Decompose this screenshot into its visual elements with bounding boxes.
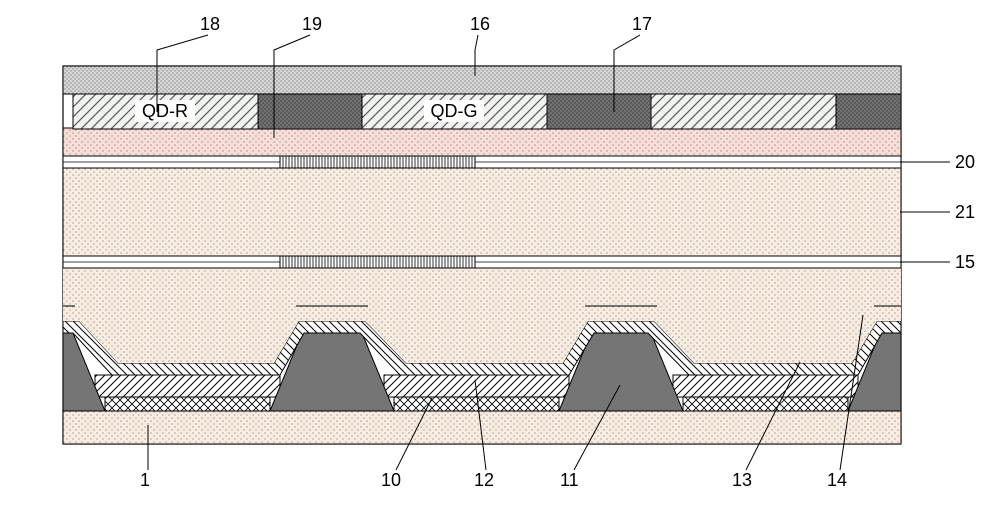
qd-box-3 xyxy=(651,94,836,129)
layer-20 xyxy=(63,156,901,168)
label-11: 11 xyxy=(560,470,579,491)
bm-block-2 xyxy=(547,94,651,129)
planarization-14 xyxy=(63,268,901,363)
layer-15 xyxy=(63,256,901,268)
label-13: 13 xyxy=(732,470,752,491)
layer-16-top xyxy=(63,66,901,94)
qd-r-text: QD-R xyxy=(142,101,188,121)
label-12: 12 xyxy=(474,470,494,491)
layer-21 xyxy=(63,168,901,256)
bm-block-3 xyxy=(836,94,901,129)
label-15: 15 xyxy=(955,252,975,273)
label-1: 1 xyxy=(140,470,150,491)
label-21: 21 xyxy=(955,202,975,223)
label-17: 17 xyxy=(632,14,652,35)
label-10: 10 xyxy=(381,470,401,491)
label-20: 20 xyxy=(955,152,975,173)
label-19: 19 xyxy=(302,14,322,35)
qd-g-text: QD-G xyxy=(431,101,478,121)
label-14: 14 xyxy=(827,470,847,491)
label-18: 18 xyxy=(200,14,220,35)
cross-section-diagram: QD-R QD-G xyxy=(0,0,1000,518)
label-16: 16 xyxy=(470,14,490,35)
